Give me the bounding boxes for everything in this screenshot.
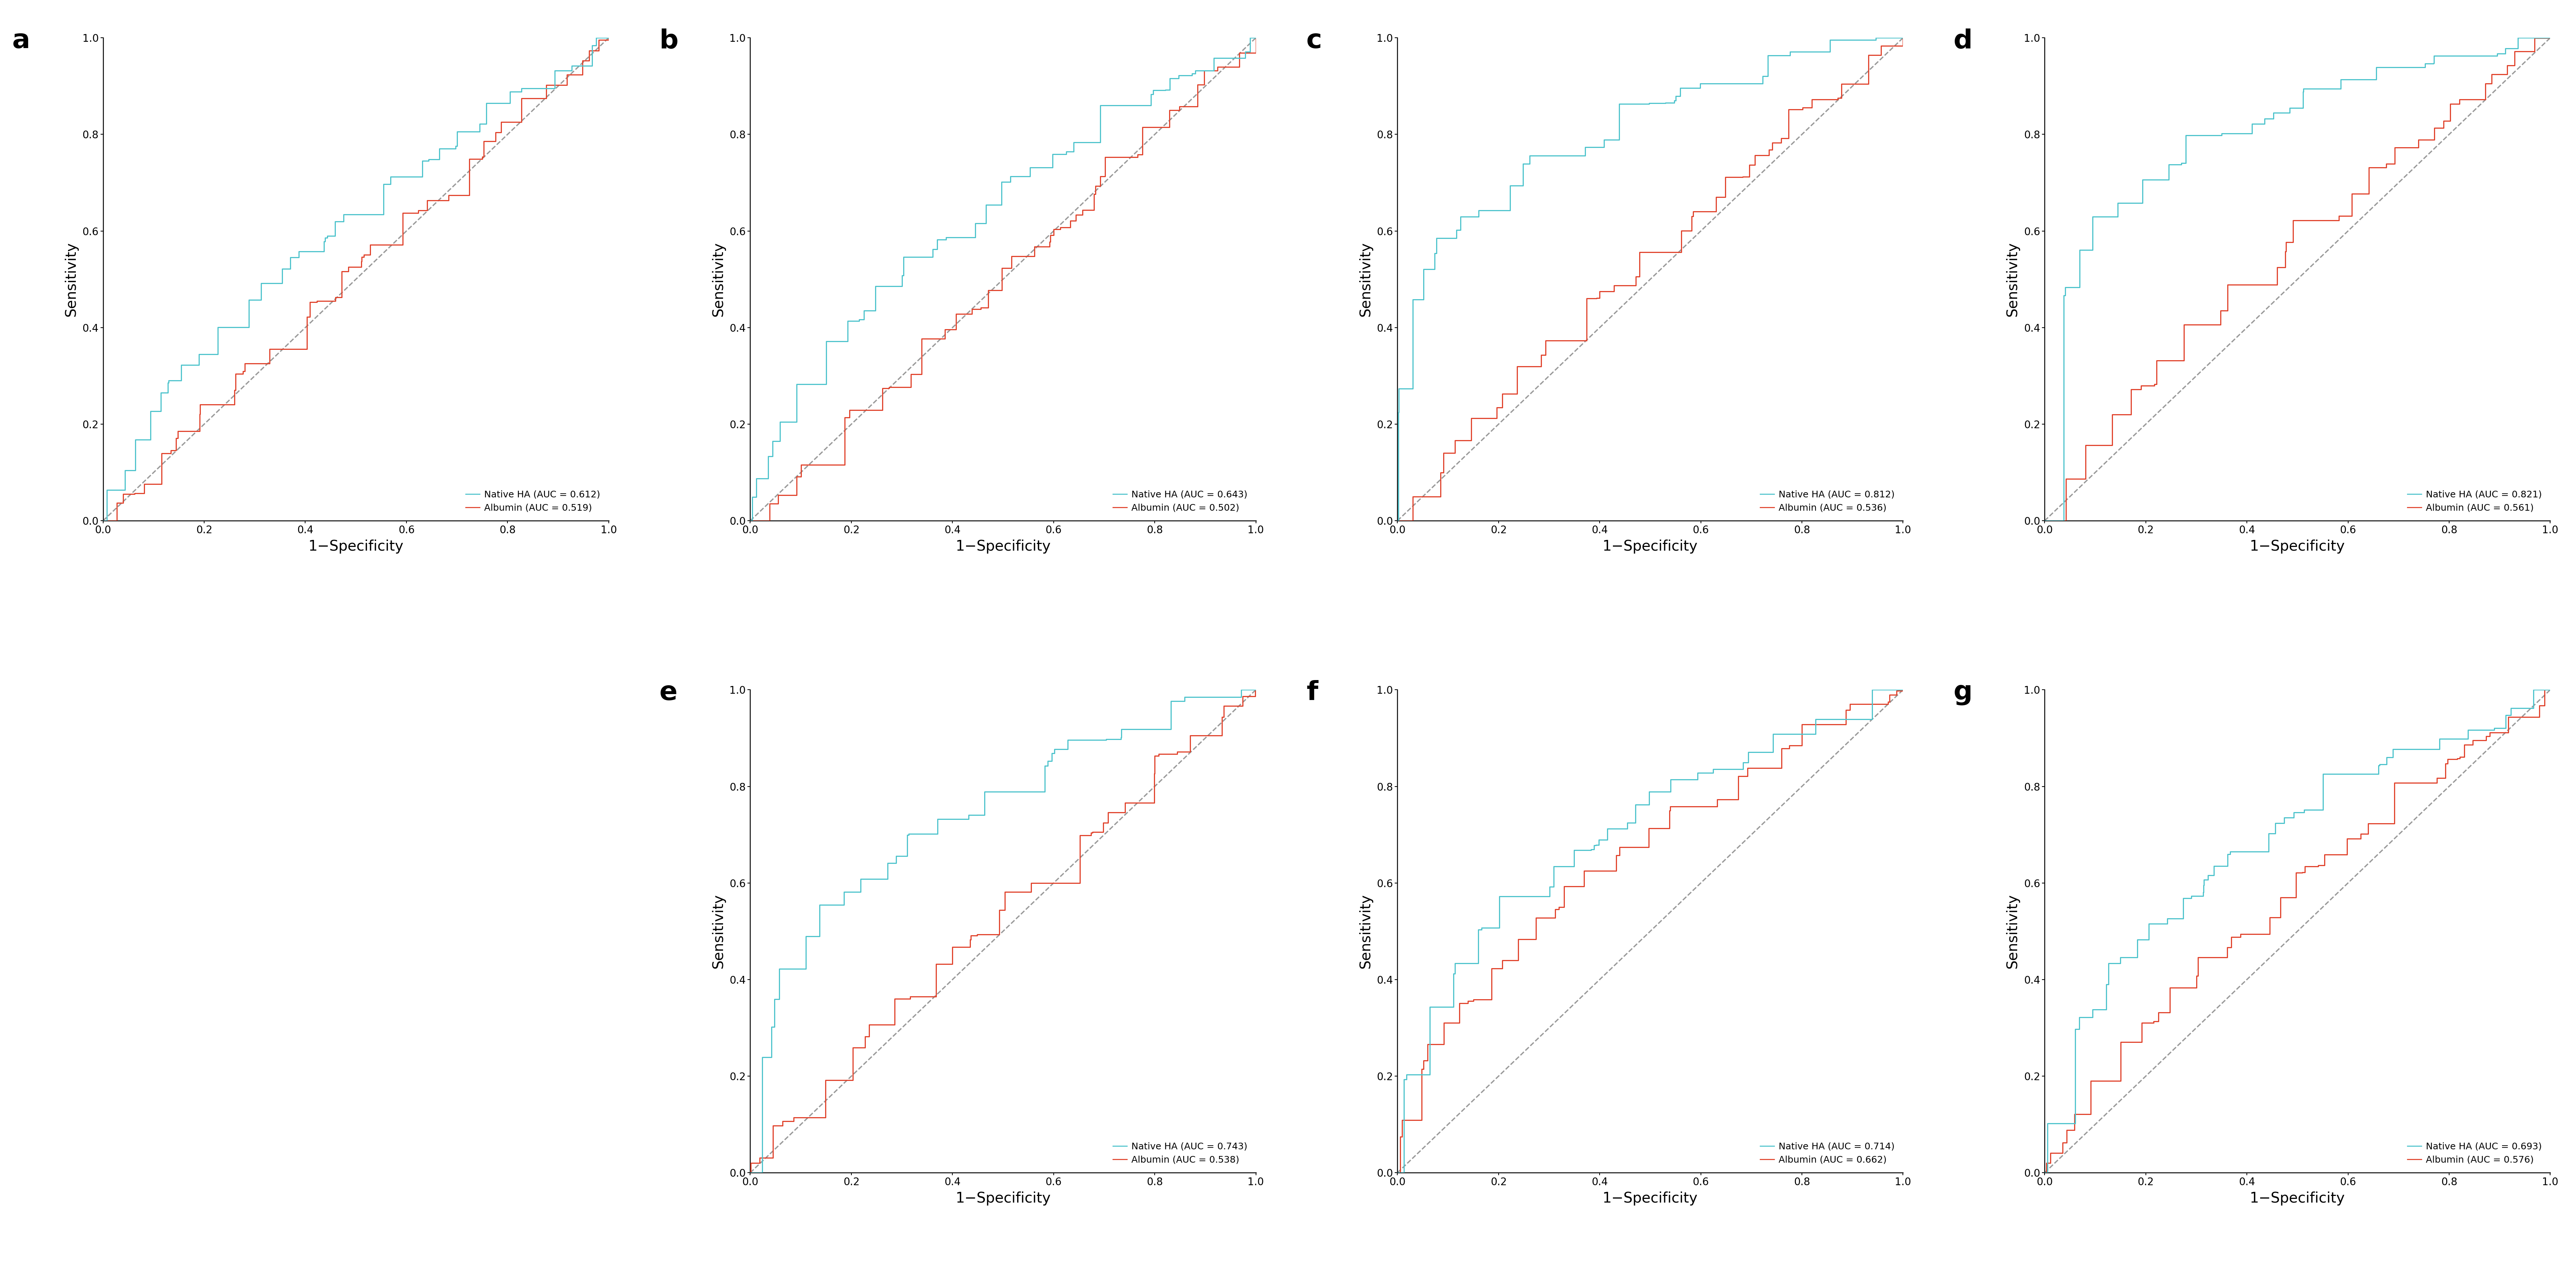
Y-axis label: Sensitivity: Sensitivity: [2007, 242, 2020, 317]
Legend: Native HA (AUC = 0.714), Albumin (AUC = 0.662): Native HA (AUC = 0.714), Albumin (AUC = …: [1757, 1139, 1899, 1168]
Text: e: e: [659, 680, 677, 706]
X-axis label: 1−Specificity: 1−Specificity: [2249, 1192, 2344, 1206]
Legend: Native HA (AUC = 0.643), Albumin (AUC = 0.502): Native HA (AUC = 0.643), Albumin (AUC = …: [1110, 487, 1252, 516]
X-axis label: 1−Specificity: 1−Specificity: [309, 540, 404, 554]
Legend: Native HA (AUC = 0.612), Albumin (AUC = 0.519): Native HA (AUC = 0.612), Albumin (AUC = …: [461, 487, 603, 516]
X-axis label: 1−Specificity: 1−Specificity: [956, 1192, 1051, 1206]
Y-axis label: Sensitivity: Sensitivity: [711, 894, 726, 968]
Text: d: d: [1953, 28, 1973, 54]
Y-axis label: Sensitivity: Sensitivity: [2007, 894, 2020, 968]
Text: c: c: [1306, 28, 1321, 54]
Text: a: a: [13, 28, 31, 54]
Text: g: g: [1953, 680, 1973, 706]
Legend: Native HA (AUC = 0.743), Albumin (AUC = 0.538): Native HA (AUC = 0.743), Albumin (AUC = …: [1110, 1139, 1252, 1168]
X-axis label: 1−Specificity: 1−Specificity: [1602, 540, 1698, 554]
Y-axis label: Sensitivity: Sensitivity: [711, 242, 726, 317]
Legend: Native HA (AUC = 0.821), Albumin (AUC = 0.561): Native HA (AUC = 0.821), Albumin (AUC = …: [2403, 487, 2545, 516]
Legend: Native HA (AUC = 0.693), Albumin (AUC = 0.576): Native HA (AUC = 0.693), Albumin (AUC = …: [2403, 1139, 2545, 1168]
X-axis label: 1−Specificity: 1−Specificity: [1602, 1192, 1698, 1206]
X-axis label: 1−Specificity: 1−Specificity: [2249, 540, 2344, 554]
Legend: Native HA (AUC = 0.812), Albumin (AUC = 0.536): Native HA (AUC = 0.812), Albumin (AUC = …: [1757, 487, 1899, 516]
Y-axis label: Sensitivity: Sensitivity: [1358, 894, 1373, 968]
Text: f: f: [1306, 680, 1319, 706]
Text: b: b: [659, 28, 677, 54]
X-axis label: 1−Specificity: 1−Specificity: [956, 540, 1051, 554]
Y-axis label: Sensitivity: Sensitivity: [64, 242, 77, 317]
Y-axis label: Sensitivity: Sensitivity: [1358, 242, 1373, 317]
